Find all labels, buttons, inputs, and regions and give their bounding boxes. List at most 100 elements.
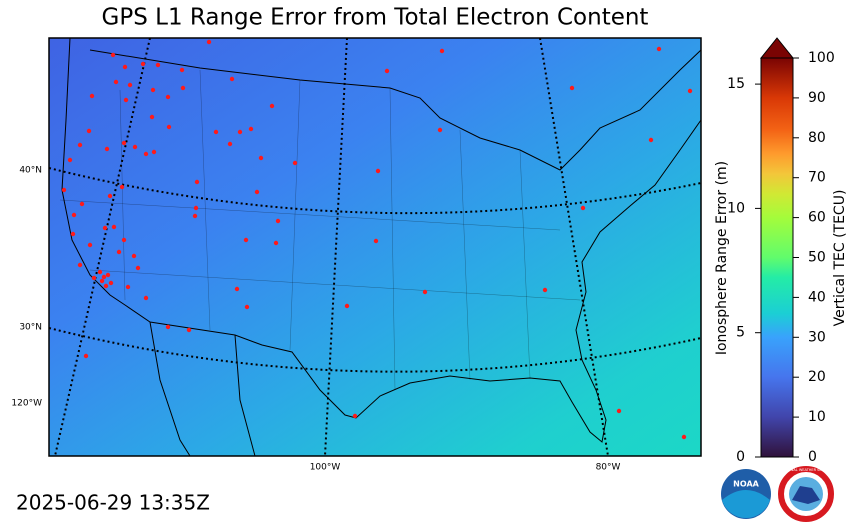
- station: [122, 64, 128, 70]
- station: [150, 87, 156, 93]
- station: [105, 272, 111, 278]
- colorbar-tick-label: 90: [808, 90, 826, 106]
- colorbar-extend: [759, 37, 795, 59]
- station: [135, 265, 141, 271]
- lat-label: 30°N: [19, 323, 42, 333]
- station: [83, 353, 89, 359]
- colorbar-tick-label: 10: [808, 409, 826, 425]
- station: [132, 144, 138, 150]
- station: [107, 193, 113, 199]
- stations: [61, 39, 693, 440]
- station: [113, 79, 119, 85]
- station: [244, 304, 250, 310]
- noaa-wave: [722, 490, 770, 518]
- station: [648, 137, 654, 143]
- lat-label: 40°N: [19, 166, 42, 176]
- graticule: [49, 38, 701, 456]
- station: [111, 224, 117, 230]
- colorbar-tick-label: 30: [808, 329, 826, 345]
- station: [227, 141, 233, 147]
- station: [116, 249, 122, 255]
- station: [110, 52, 116, 58]
- colorbar-tick-label: 50: [808, 250, 826, 266]
- colorbar-tick-label: 20: [808, 369, 826, 385]
- station: [269, 103, 275, 109]
- colorbar-ramp: [760, 57, 794, 458]
- station: [127, 82, 133, 88]
- colorbar: Ionosphere Range Error (m) Vertical TEC …: [714, 37, 848, 465]
- grid-labels: 40°N 30°N 120°W 100°W 80°W: [11, 166, 620, 473]
- station: [140, 61, 146, 67]
- station: [254, 189, 260, 195]
- station: [87, 242, 93, 248]
- station: [119, 184, 125, 190]
- station: [89, 93, 95, 99]
- station: [99, 278, 105, 284]
- station: [352, 413, 358, 419]
- station: [656, 46, 662, 52]
- station: [101, 274, 107, 280]
- station: [206, 39, 212, 45]
- station: [243, 237, 249, 243]
- nws-logo: NATIONAL WEATHER SERVICE: [778, 466, 834, 522]
- station: [616, 408, 622, 414]
- station: [77, 262, 83, 268]
- station: [186, 327, 192, 333]
- station: [292, 160, 298, 166]
- colorbar-secondary-label: Ionosphere Range Error (m): [714, 161, 730, 355]
- station: [166, 124, 172, 130]
- station: [67, 157, 73, 163]
- station: [131, 253, 137, 259]
- colorbar-secondary-tick-label: 15: [727, 76, 745, 92]
- station: [580, 205, 586, 211]
- map: [49, 38, 701, 456]
- station: [149, 114, 155, 120]
- colorbar-tick-label: 80: [808, 130, 826, 146]
- station: [102, 225, 108, 231]
- station: [70, 231, 76, 237]
- map-frame: [48, 37, 702, 457]
- lon-label: 100°W: [310, 463, 341, 473]
- station: [375, 168, 381, 174]
- station: [103, 283, 109, 289]
- nws-map: [792, 486, 820, 504]
- station: [125, 284, 131, 290]
- station: [439, 48, 445, 54]
- station: [91, 275, 97, 281]
- station: [155, 62, 161, 68]
- colorbar-tick-label: 0: [808, 449, 817, 465]
- station: [71, 212, 77, 218]
- colorbar-tick-label: 60: [808, 210, 826, 226]
- nws-text: NATIONAL WEATHER SERVICE: [780, 468, 832, 472]
- noaa-logo: NOAA: [721, 469, 771, 519]
- station: [97, 269, 103, 275]
- lon-label: 120°W: [11, 399, 42, 409]
- noaa-text: NOAA: [733, 480, 759, 489]
- station: [180, 85, 186, 91]
- station: [213, 129, 219, 135]
- colorbar-tick-label: 100: [808, 50, 835, 66]
- station: [193, 205, 199, 211]
- station: [569, 85, 575, 91]
- station: [79, 201, 85, 207]
- station: [77, 142, 83, 148]
- station: [61, 187, 67, 193]
- station: [121, 237, 127, 243]
- colorbar-secondary-tick-label: 0: [736, 449, 745, 465]
- station: [542, 287, 548, 293]
- station: [344, 303, 350, 309]
- lon-label: 80°W: [596, 463, 621, 473]
- station: [143, 295, 149, 301]
- station: [165, 94, 171, 100]
- station: [681, 434, 687, 440]
- station: [121, 140, 127, 146]
- station: [229, 76, 235, 82]
- colorbar-secondary-tick-label: 5: [736, 325, 745, 341]
- title: GPS L1 Range Error from Total Electron C…: [102, 5, 649, 31]
- timestamp: 2025-06-29 13:35Z: [16, 491, 210, 515]
- station: [123, 97, 129, 103]
- station: [373, 238, 379, 244]
- station: [237, 129, 243, 135]
- station: [437, 127, 443, 133]
- station: [179, 67, 185, 73]
